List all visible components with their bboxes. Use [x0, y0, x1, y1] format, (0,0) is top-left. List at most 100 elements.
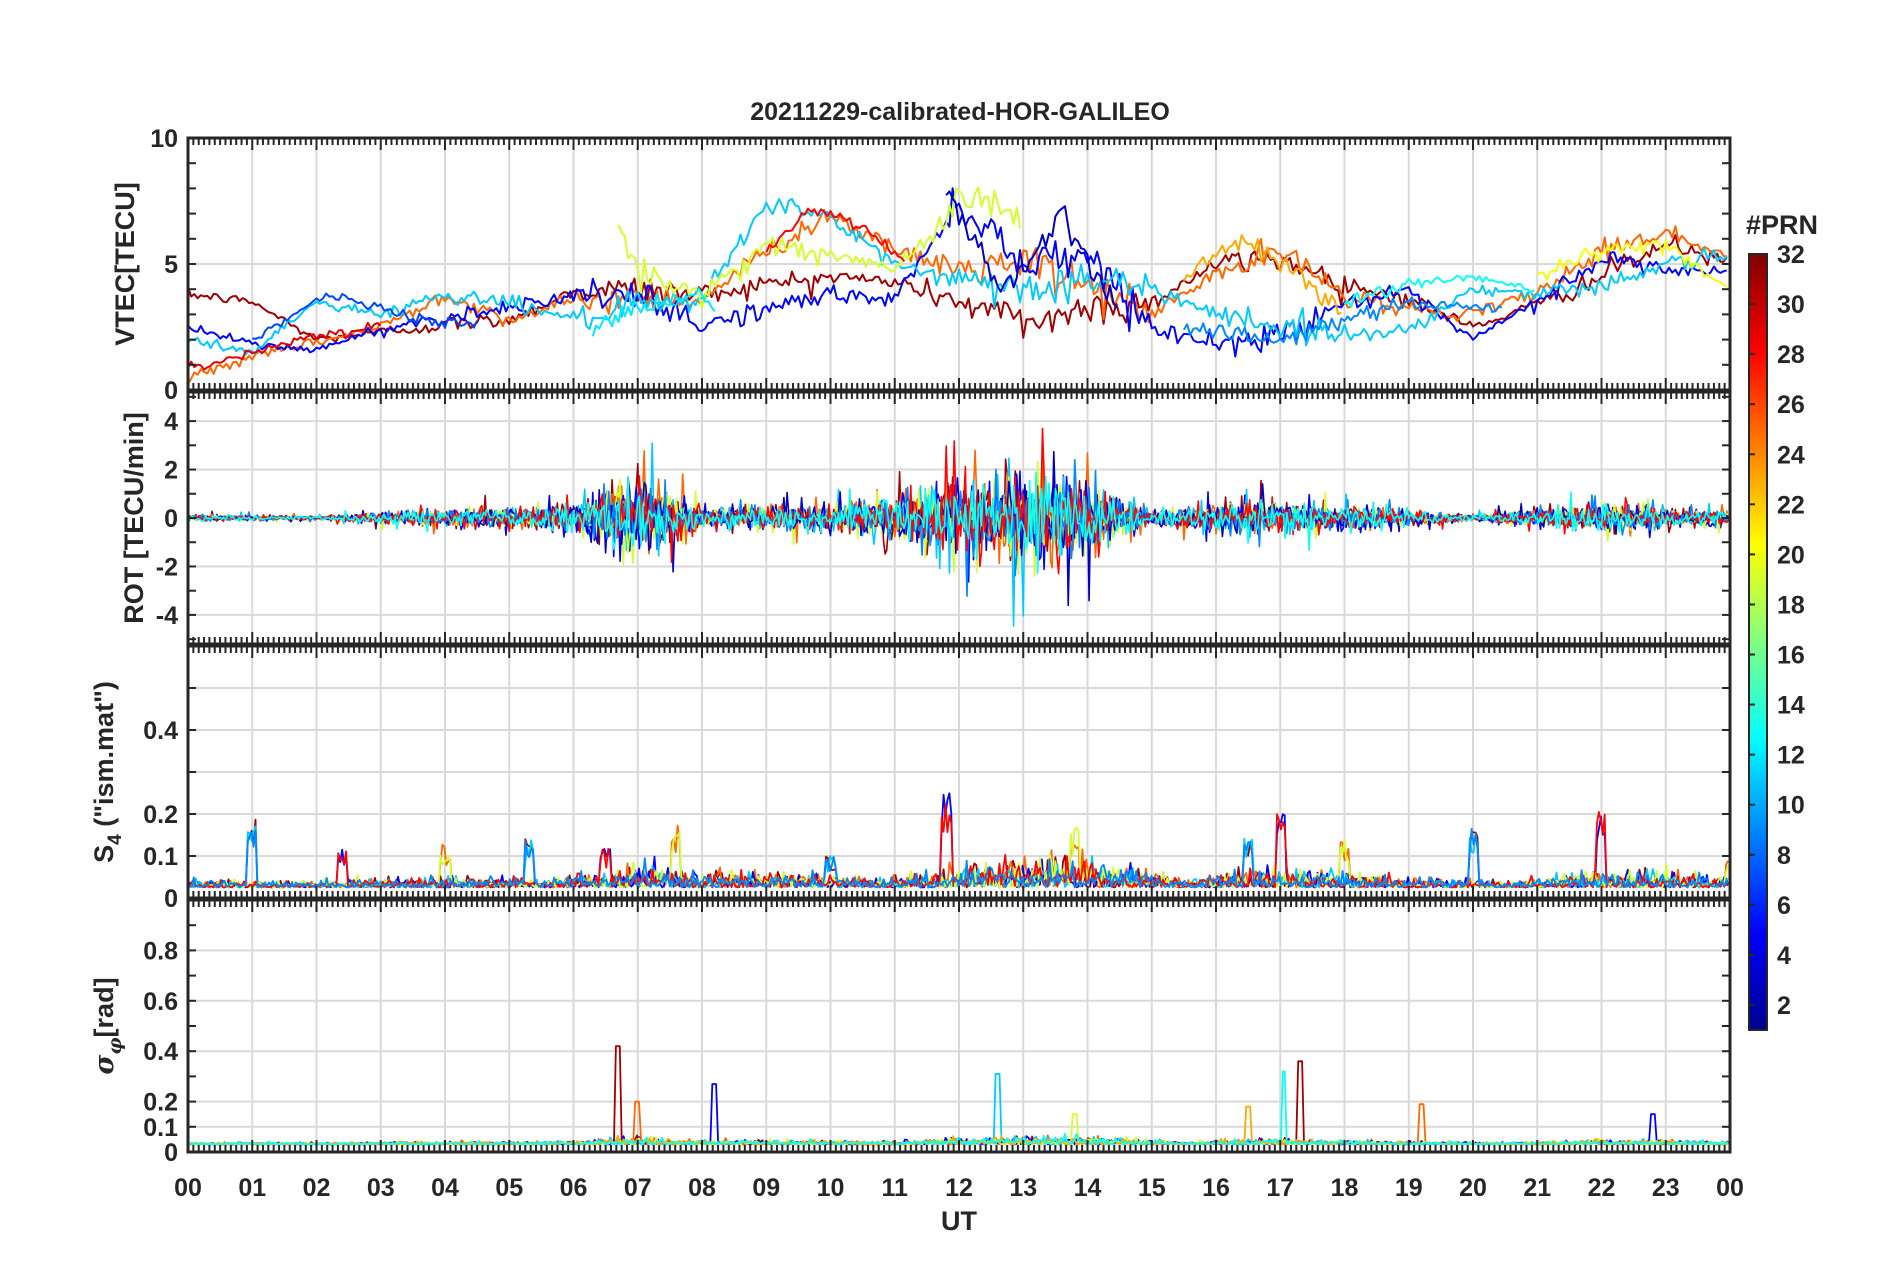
colorbar-tick-label: 28 [1777, 341, 1805, 369]
y-tick-label: 0.1 [143, 1114, 178, 1142]
y-tick-label: 0.4 [143, 717, 178, 745]
colorbar-tick-label: 8 [1777, 842, 1791, 870]
vtec-series-line [252, 292, 479, 340]
x-tick-label: 19 [1395, 1174, 1423, 1202]
vtec-series-line [187, 197, 1728, 356]
y-tick-label: 0.1 [143, 843, 178, 871]
xlabel: UT [941, 1206, 977, 1236]
x-tick-label: 12 [945, 1174, 973, 1202]
y-tick-label: 0 [164, 377, 178, 405]
colorbar-tick-label: 14 [1777, 692, 1805, 720]
colorbar-gradient [1748, 253, 1768, 1031]
x-tick-label: 15 [1138, 1174, 1166, 1202]
x-tick-label: 09 [752, 1174, 780, 1202]
y-tick-label: 2 [164, 457, 178, 485]
panel-sigma-phi: 00.10.2 0.4 0.6 0.8 [143, 898, 1732, 1167]
ylabel-sigma-rest: [rad] [89, 977, 119, 1037]
colorbar-tick-label: 18 [1777, 591, 1805, 619]
x-tick-label: 00 [174, 1174, 202, 1202]
y-tick-label: 5 [164, 251, 178, 279]
panel-rot: -4 -2 0 2 4 [156, 390, 1732, 646]
colorbar-tick-label: 32 [1777, 241, 1805, 269]
vtec-series-line [945, 190, 1118, 309]
panel-rot-lines [187, 427, 1731, 627]
x-tick-label: 08 [688, 1174, 716, 1202]
colorbar-tick-label: 4 [1777, 942, 1791, 970]
rot-series-line [187, 427, 1731, 575]
y-tick-label: -2 [156, 553, 178, 581]
x-tick-label: 22 [1588, 1174, 1616, 1202]
s4-series-line [187, 803, 1729, 889]
x-tick-labels: 00 01 02 03 04 05 06 07 08 09 10 11 12 13 14 15 16 17 18 19… [174, 1174, 1744, 1202]
vtec-series-line [617, 186, 1021, 310]
panel-sigma-phi-ticks: 00.10.2 0.4 0.6 0.8 [143, 899, 1731, 1167]
x-tick-label: 14 [1074, 1174, 1102, 1202]
vtec-series-line [1183, 234, 1342, 315]
vtec-series-line [187, 187, 1728, 358]
colorbar-tick-label: 6 [1777, 892, 1791, 920]
x-tick-label: 06 [560, 1174, 588, 1202]
colorbar-tick-label: 16 [1777, 642, 1805, 670]
vtec-series-line [1343, 274, 1535, 308]
x-tick-label: 03 [367, 1174, 395, 1202]
x-tick-label: 10 [817, 1174, 845, 1202]
y-tick-label: 0.4 [143, 1038, 178, 1066]
panel-vtec-ticks: 0 5 10 [150, 125, 1731, 405]
colorbar-tick-label: 20 [1777, 541, 1805, 569]
colorbar-tick-label: 2 [1777, 992, 1791, 1020]
y-tick-label: 0.2 [143, 801, 178, 829]
ylabel-sigma-main: σ [89, 1055, 120, 1075]
x-tick-label: 17 [1266, 1174, 1294, 1202]
vtec-series-line [187, 321, 382, 371]
ylabel-s4-main: S [89, 845, 119, 863]
ylabel-vtec: VTEC[TECU] [110, 182, 140, 346]
y-tick-label: 10 [150, 125, 178, 153]
vtec-series-line [1183, 296, 1502, 346]
y-tick-label: 0 [164, 505, 178, 533]
ylabel-rot: ROT [TECU/min] [119, 412, 149, 623]
ylabel-s4-sub: 4 [105, 834, 126, 845]
y-tick-label: 4 [164, 408, 178, 436]
colorbar-tick-label: 24 [1777, 441, 1805, 469]
panel-vtec: 0 5 10 [150, 125, 1732, 405]
x-tick-label: 07 [624, 1174, 652, 1202]
x-tick-label: 02 [303, 1174, 331, 1202]
panel-s4-ticks: 0 0.1 0.2 0.4 [143, 645, 1731, 913]
x-tick-label: 20 [1459, 1174, 1487, 1202]
x-tick-label: 01 [238, 1174, 266, 1202]
x-tick-label: 05 [495, 1174, 523, 1202]
x-tick-label: 16 [1202, 1174, 1230, 1202]
x-tick-label: 23 [1652, 1174, 1680, 1202]
y-tick-label: 0.8 [143, 937, 178, 965]
x-tick-label: 21 [1523, 1174, 1551, 1202]
figure-title: 20211229-calibrated-HOR-GALILEO [750, 98, 1170, 126]
colorbar-tick-label: 22 [1777, 491, 1805, 519]
panel-s4: 0 0.1 0.2 0.4 [143, 644, 1732, 913]
y-tick-label: -4 [156, 602, 178, 630]
vtec-series-line [187, 234, 1728, 343]
y-tick-label: 0.6 [143, 988, 178, 1016]
x-tick-label: 00 [1716, 1174, 1744, 1202]
panel-rot-ticks: -4 -2 0 2 4 [156, 392, 1731, 644]
colorbar-tick-label: 10 [1777, 792, 1805, 820]
vtec-series-line [765, 207, 906, 262]
ylabel-s4: S4 ("ism.mat") [89, 681, 126, 863]
panel-vtec-lines [187, 186, 1728, 385]
panel-sigma-phi-grid [188, 900, 1730, 1152]
colorbar-tick-label: 30 [1777, 291, 1805, 319]
rot-series-line [187, 471, 1731, 574]
x-tick-label: 18 [1331, 1174, 1359, 1202]
ylabel-sigma-phi: σφ[rad] [89, 977, 126, 1074]
colorbar-tick-label: 12 [1777, 742, 1805, 770]
ylabel-s4-rest: ("ism.mat") [89, 681, 119, 834]
x-tick-label: 04 [431, 1174, 459, 1202]
x-tick-label: 11 [882, 1174, 909, 1202]
ylabel-sigma-sub: φ [104, 1037, 126, 1054]
colorbar-tick-label: 26 [1777, 391, 1805, 419]
panel-s4-grid [188, 646, 1730, 898]
vtec-series-line [1536, 238, 1728, 288]
y-tick-label: 0 [164, 1139, 178, 1167]
